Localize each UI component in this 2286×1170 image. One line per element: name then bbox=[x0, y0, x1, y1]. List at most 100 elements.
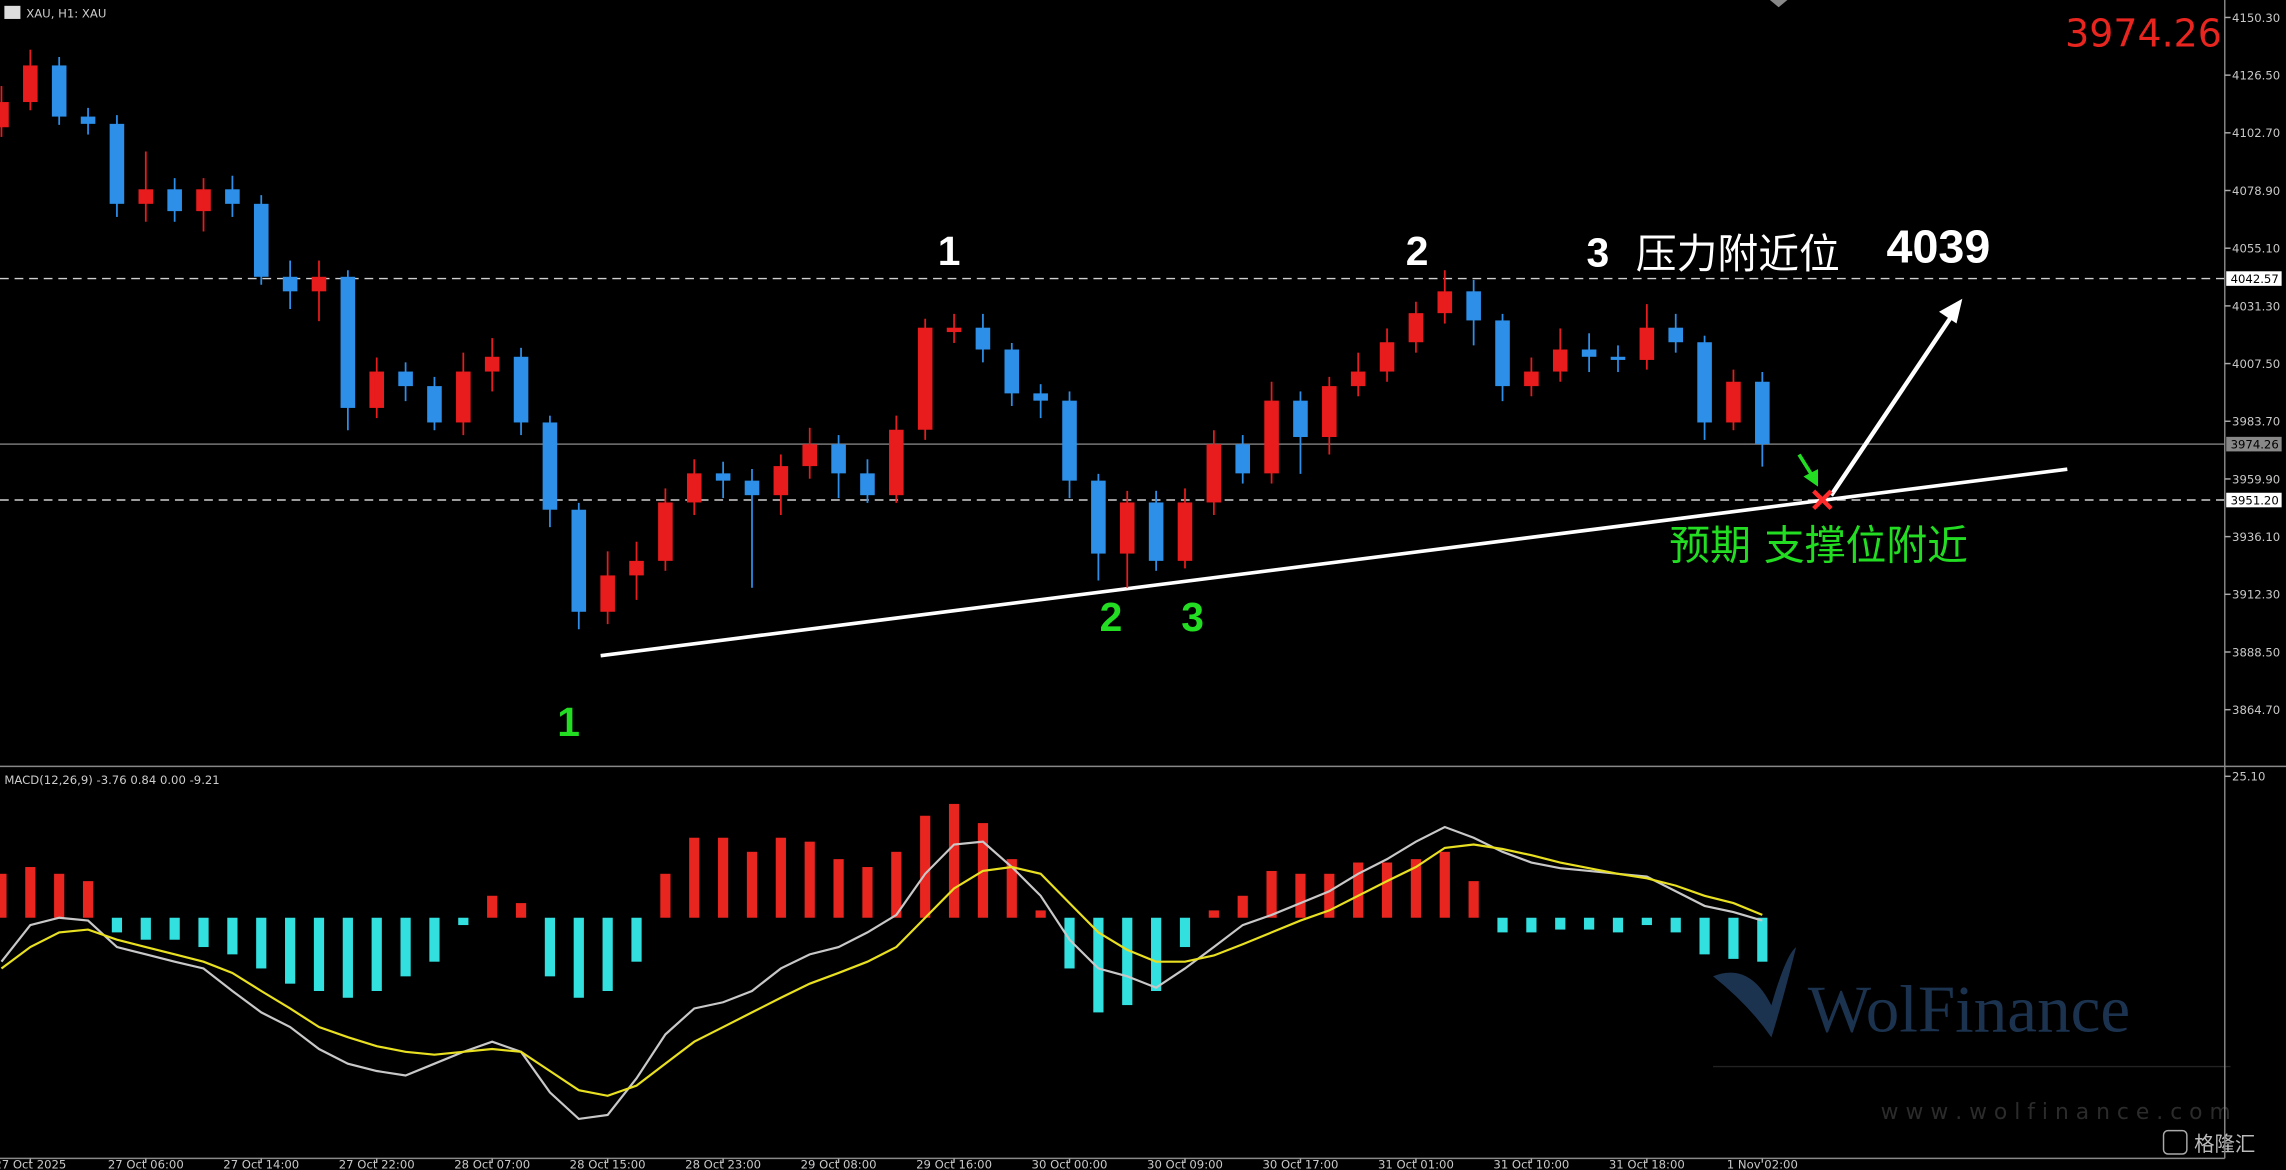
candle-body bbox=[484, 356, 500, 372]
candle-body bbox=[860, 473, 875, 496]
candle-body bbox=[1408, 313, 1424, 343]
histogram-bar bbox=[544, 917, 556, 977]
candle-body bbox=[600, 575, 615, 612]
watermark-url: w w w . w o l f i n a n c e . c o m bbox=[1881, 1100, 2231, 1125]
resistance-label: 压力附近位 bbox=[1636, 230, 1840, 278]
candle-body bbox=[0, 102, 9, 128]
indicator-title: MACD(12,26,9) -3.76 0.84 0.00 -9.21 bbox=[4, 773, 219, 787]
x-tick-label: 29 Oct 16:00 bbox=[916, 1158, 992, 1170]
x-tick-label: 28 Oct 23:00 bbox=[685, 1158, 761, 1170]
candle-body bbox=[1610, 356, 1626, 360]
candle-body bbox=[1235, 444, 1251, 474]
histogram-bar bbox=[1670, 917, 1681, 933]
histogram-bar bbox=[1555, 917, 1566, 930]
candle-body bbox=[1524, 371, 1539, 387]
candle-body bbox=[889, 429, 904, 496]
histogram-bar bbox=[1381, 862, 1393, 918]
histogram-bar bbox=[948, 803, 960, 918]
candle-body bbox=[1639, 327, 1655, 360]
candle-body bbox=[427, 386, 442, 423]
histogram-bar bbox=[1641, 917, 1652, 926]
histogram-bar bbox=[1035, 910, 1046, 918]
histogram-bar bbox=[1410, 859, 1422, 918]
symbol-icon bbox=[4, 5, 21, 19]
candle-body bbox=[1091, 480, 1106, 554]
candle-body bbox=[109, 123, 125, 204]
candle-body bbox=[542, 422, 558, 510]
y-tick-label: 3912.30 bbox=[2232, 588, 2280, 602]
histogram-bar bbox=[227, 917, 238, 955]
x-tick-label: 27 Oct 06:00 bbox=[108, 1158, 184, 1170]
candle-body bbox=[1379, 342, 1395, 372]
support-label: 预期 支撑位附近 bbox=[1669, 522, 1968, 570]
price-level-label: 4042.57 bbox=[2231, 272, 2279, 286]
y-tick-label: 4031.30 bbox=[2232, 299, 2280, 313]
histogram-bar bbox=[804, 841, 815, 918]
histogram-bar bbox=[1699, 917, 1710, 955]
chart-title: XAU, H1: XAU bbox=[26, 6, 106, 20]
projection-arrowhead bbox=[1939, 298, 1963, 324]
x-tick-label: 27 Oct 2025 bbox=[0, 1158, 66, 1170]
histogram-bar bbox=[1728, 917, 1739, 959]
x-tick-label: 27 Oct 14:00 bbox=[223, 1158, 299, 1170]
candle-body bbox=[715, 473, 731, 481]
histogram-bar bbox=[313, 917, 325, 991]
y-tick-label: 3936.10 bbox=[2232, 530, 2280, 544]
y-tick-label: 4126.50 bbox=[2232, 69, 2280, 83]
candle-body bbox=[138, 189, 154, 204]
price-level-tag bbox=[2226, 436, 2282, 452]
y-tick-label: 4078.90 bbox=[2232, 184, 2280, 198]
candle-body bbox=[253, 203, 269, 277]
price-level-label: 3951.20 bbox=[2231, 493, 2279, 507]
candle-body bbox=[1177, 502, 1193, 561]
watermark-logo bbox=[1713, 947, 1797, 1038]
x-tick-label: 30 Oct 17:00 bbox=[1262, 1158, 1338, 1170]
histogram-bar bbox=[487, 895, 498, 918]
histogram-bar bbox=[689, 837, 700, 918]
candle-body bbox=[802, 444, 818, 467]
price-level-tag bbox=[2226, 271, 2282, 286]
x-tick-label: 30 Oct 09:00 bbox=[1147, 1158, 1223, 1170]
watermark-brand: WolFinance bbox=[1808, 972, 2130, 1047]
histogram-bar bbox=[54, 873, 65, 918]
candle-body bbox=[282, 276, 298, 292]
candle-body bbox=[831, 444, 846, 474]
histogram-bar bbox=[660, 873, 671, 918]
scroll-marker bbox=[1769, 0, 1788, 8]
candle-body bbox=[744, 480, 760, 496]
x-tick-label: 30 Oct 00:00 bbox=[1032, 1158, 1108, 1170]
x-tick-label: 31 Oct 01:00 bbox=[1378, 1158, 1454, 1170]
support-arrowhead bbox=[1803, 469, 1819, 487]
histogram-bar bbox=[82, 881, 94, 918]
histogram-bar bbox=[25, 867, 36, 918]
candle-body bbox=[1495, 320, 1510, 387]
histogram-bar bbox=[1757, 917, 1768, 962]
y-tick-label: 3864.70 bbox=[2232, 703, 2280, 717]
histogram-bar bbox=[1237, 895, 1248, 918]
x-tick-label: 31 Oct 10:00 bbox=[1493, 1158, 1569, 1170]
histogram-bar bbox=[256, 917, 267, 969]
histogram-bar bbox=[1526, 917, 1537, 933]
histogram-bar bbox=[1093, 917, 1104, 1013]
histogram-bar bbox=[111, 917, 123, 933]
candle-body bbox=[1033, 393, 1048, 401]
candle-body bbox=[917, 327, 933, 430]
x-tick-label: 31 Oct 18:00 bbox=[1609, 1158, 1685, 1170]
resistance-mark: 2 bbox=[1406, 228, 1429, 274]
histogram-bar bbox=[1324, 873, 1335, 918]
histogram-bar bbox=[1439, 851, 1450, 918]
histogram-bar bbox=[0, 873, 7, 918]
candle-body bbox=[196, 189, 211, 212]
candle-body bbox=[1726, 381, 1741, 423]
resistance-mark: 3 bbox=[1587, 230, 1610, 276]
candle-body bbox=[456, 371, 471, 423]
candle-body bbox=[1062, 400, 1077, 481]
histogram-bar bbox=[573, 917, 584, 998]
candle-body bbox=[1466, 291, 1481, 321]
histogram-bar bbox=[1353, 862, 1364, 918]
price-level-label: 3974.26 bbox=[2231, 438, 2279, 452]
histogram-bar bbox=[1179, 917, 1191, 948]
price-level-tag bbox=[2226, 492, 2282, 508]
candle-body bbox=[340, 276, 356, 408]
